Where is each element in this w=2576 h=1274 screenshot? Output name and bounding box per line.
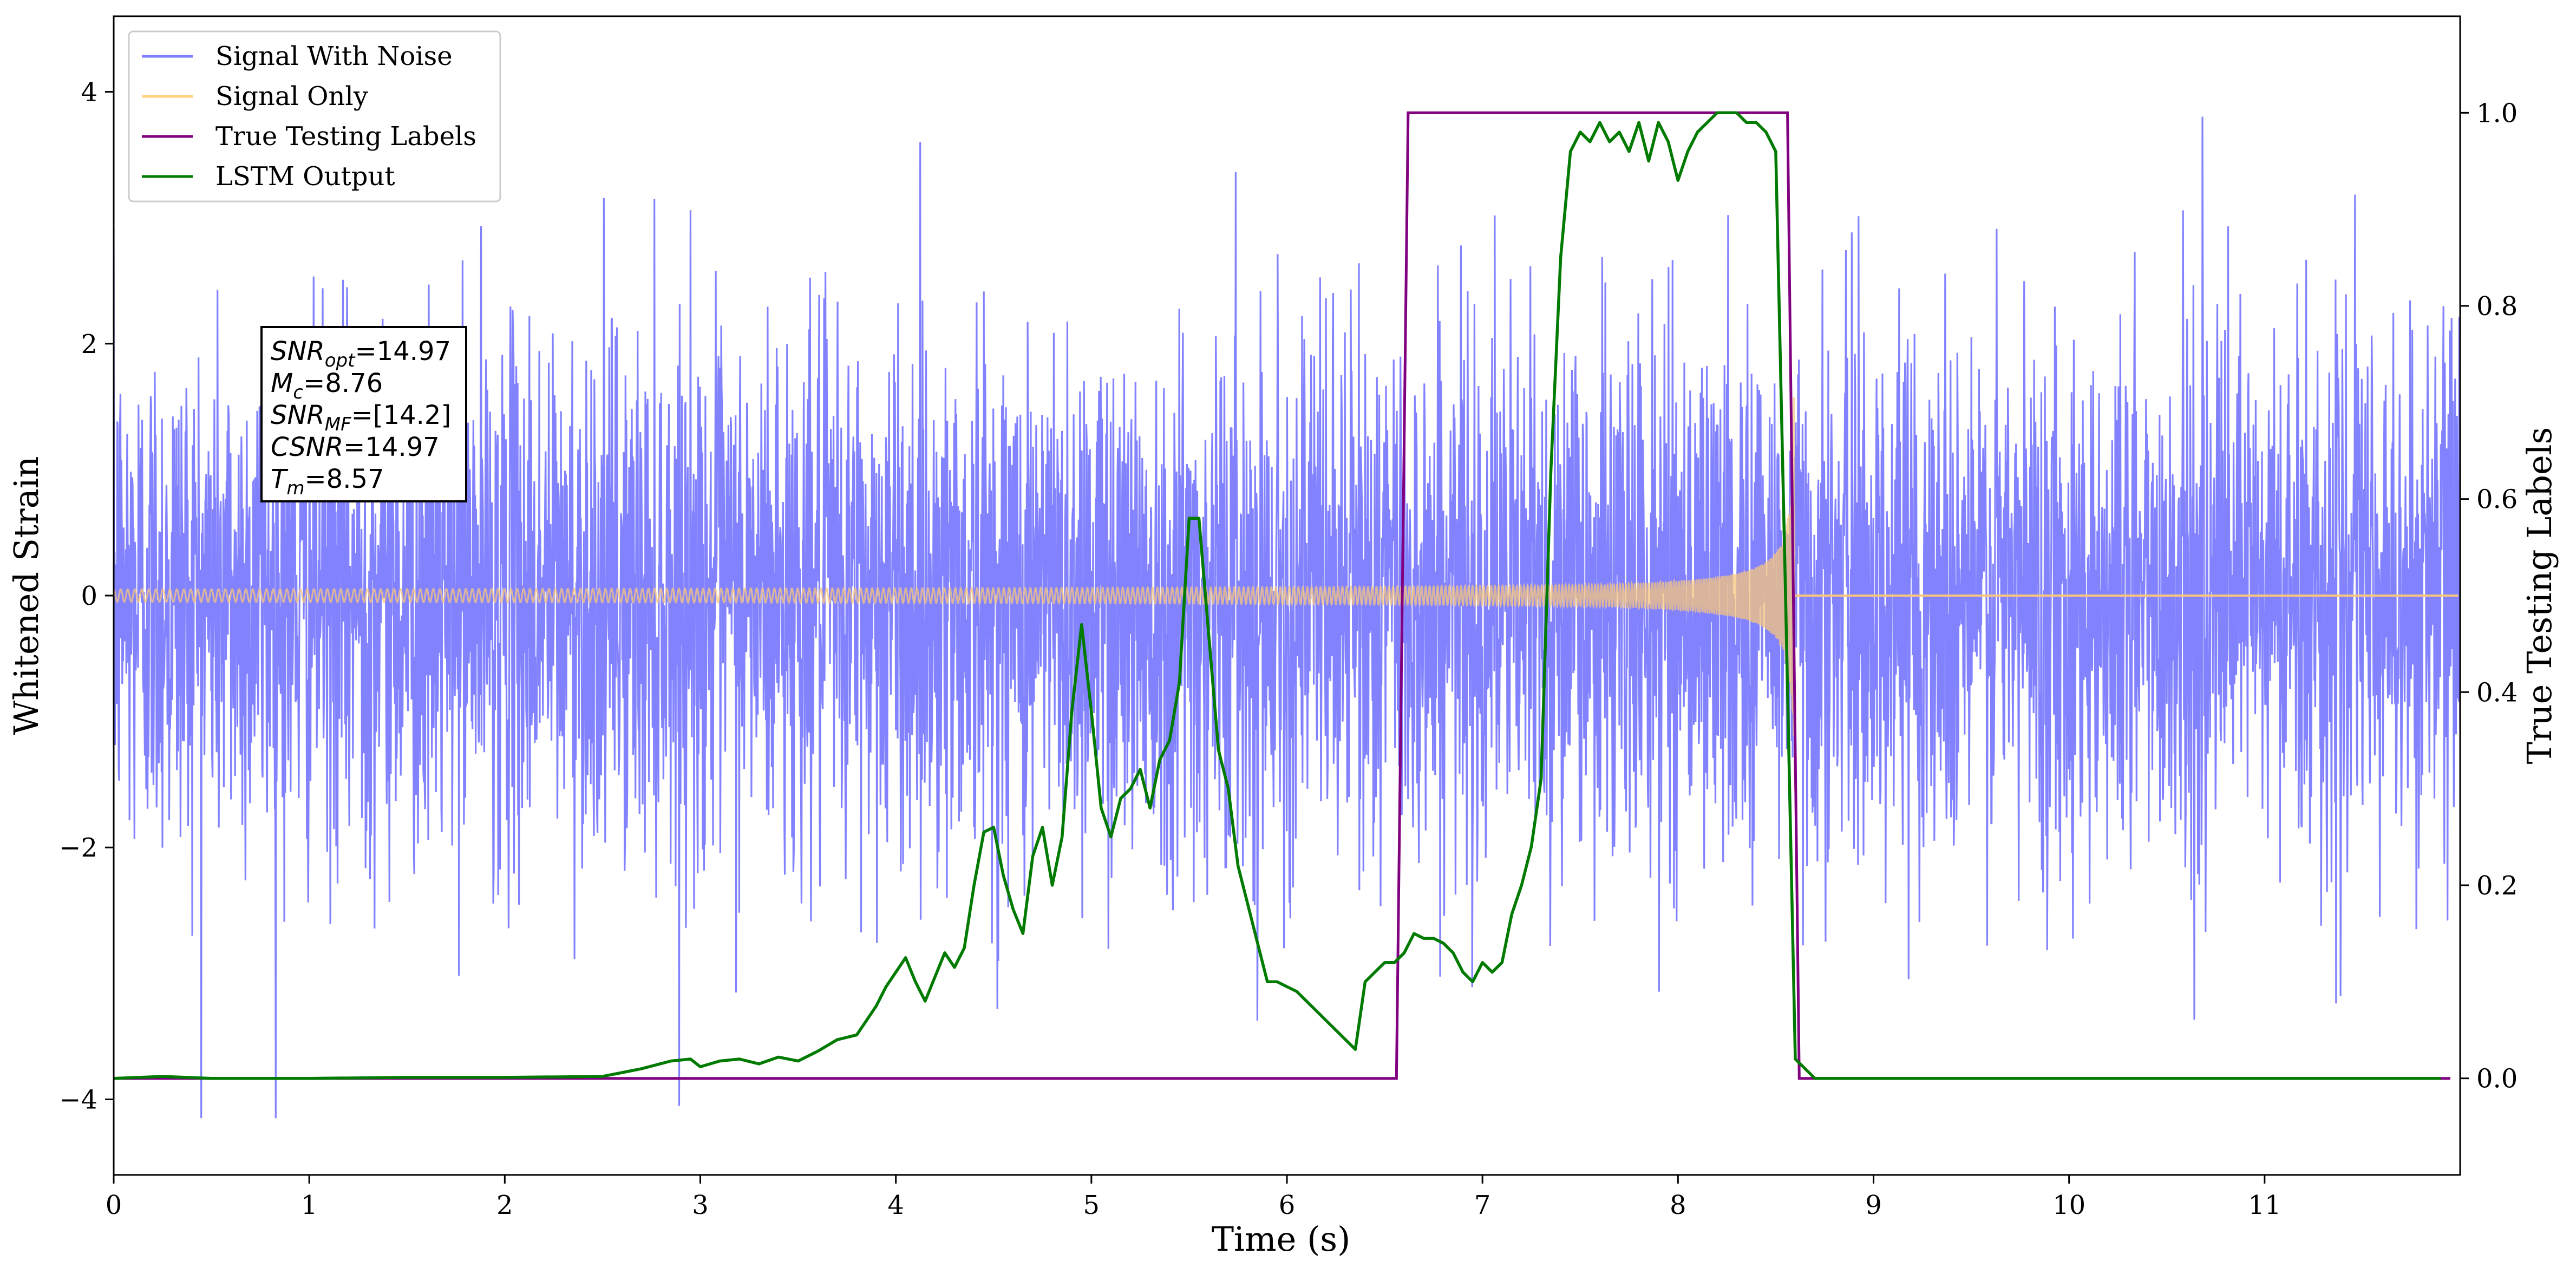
series-signal-only [114,397,1796,790]
legend-box [128,30,501,202]
legend-label-lstm-output: LSTM Output [215,161,395,192]
y-left-tick-label: 4 [81,77,97,108]
annotation-line-merger-time: Tm=8.57 [271,464,384,499]
x-axis-title: Time (s) [1212,1219,1351,1259]
y-axis-right-title: True Testing Labels [2520,427,2559,765]
x-tick-label: 0 [106,1190,122,1220]
plot-area [114,111,2460,1119]
y-left-tick-label: −2 [59,833,97,863]
parameter-annotation-box: SNRopt=14.97 Mc=8.76 SNRMF=[14.2] CSNR=1… [260,326,467,502]
legend-label-signal-with-noise: Signal With Noise [215,41,453,71]
y-axis-left-title: Whitened Strain [6,456,46,735]
x-tick-label: 6 [1279,1190,1296,1220]
axis-ticks: 0 1 2 3 4 5 6 7 8 9 10 11 −4 −2 0 2 4 0.0 0.2 0.4 0.6 0.8 1.0 [59,77,2518,1220]
x-tick-label: 1 [301,1190,318,1220]
y-right-tick-label: 0.8 [2476,291,2518,322]
x-tick-label: 5 [1083,1190,1100,1220]
y-right-tick-label: 0.2 [2476,871,2518,901]
annotation-line-snr-mf: SNRMF=[14.2] [271,400,451,435]
y-right-tick-label: 0.4 [2476,677,2518,708]
legend: Signal With Noise Signal Only True Testi… [128,30,501,202]
y-left-tick-label: −4 [59,1084,97,1115]
series-signal-with-noise [114,116,2460,1119]
annotation-line-csnr: CSNR=14.97 [271,432,440,462]
x-tick-label: 9 [1865,1190,1882,1220]
y-left-tick-label: 2 [81,329,97,360]
series-lstm-output [114,111,2441,1080]
x-tick-label: 3 [692,1190,709,1220]
x-tick-label: 2 [496,1190,513,1220]
x-tick-label: 8 [1670,1190,1686,1220]
x-tick-label: 11 [2248,1190,2281,1220]
annotation-line-chirp-mass: Mc=8.76 [271,368,383,403]
y-right-tick-label: 0.0 [2476,1064,2518,1094]
x-tick-label: 10 [2052,1190,2085,1220]
annotation-frame [260,326,467,502]
annotation-line-snr-opt: SNRopt=14.97 [271,336,451,371]
y-right-tick-label: 0.6 [2476,485,2518,515]
y-left-tick-label: 0 [81,581,97,611]
x-tick-label: 4 [887,1190,904,1220]
y-right-tick-label: 1.0 [2476,98,2518,128]
legend-label-true-testing-labels: True Testing Labels [215,121,476,152]
x-tick-label: 7 [1474,1190,1491,1220]
legend-label-signal-only: Signal Only [215,81,368,112]
